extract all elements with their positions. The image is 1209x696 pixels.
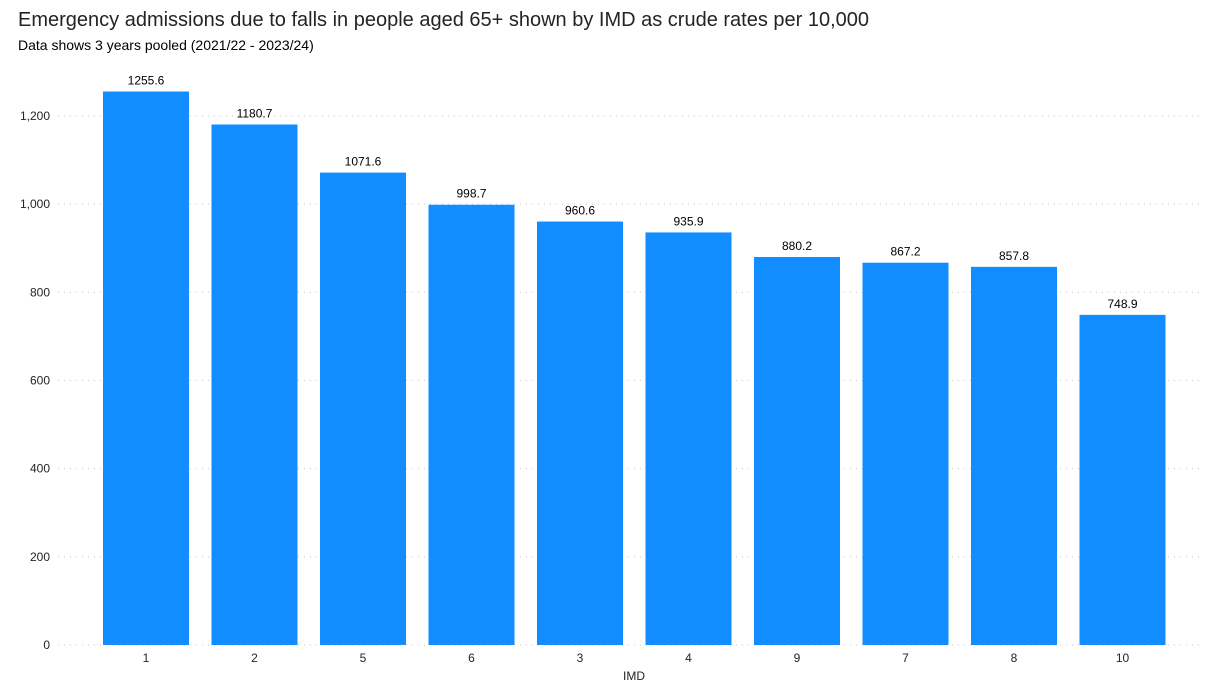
chart-title: Emergency admissions due to falls in peo… bbox=[18, 9, 870, 31]
bar bbox=[971, 266, 1057, 645]
chart-subtitle: Data shows 3 years pooled (2021/22 - 202… bbox=[18, 37, 314, 53]
x-tick-label: 6 bbox=[468, 651, 475, 665]
data-label: 1071.6 bbox=[345, 155, 382, 169]
y-tick-label: 0 bbox=[43, 638, 50, 652]
bar bbox=[537, 221, 623, 645]
data-label: 857.8 bbox=[999, 249, 1029, 263]
bar bbox=[320, 172, 406, 645]
y-tick-label: 1,200 bbox=[20, 109, 50, 123]
bar bbox=[862, 262, 949, 645]
bar bbox=[754, 256, 840, 645]
y-tick-label: 400 bbox=[30, 462, 50, 476]
x-tick-label: 8 bbox=[1011, 651, 1018, 665]
data-label: 998.7 bbox=[456, 187, 486, 201]
x-tick-label: 4 bbox=[685, 651, 692, 665]
y-tick-label: 800 bbox=[30, 285, 50, 299]
x-tick-label: 3 bbox=[577, 651, 584, 665]
x-tick-label: 1 bbox=[143, 651, 150, 665]
data-label: 1180.7 bbox=[237, 107, 273, 121]
x-tick-label: 2 bbox=[251, 651, 258, 665]
data-label: 880.2 bbox=[782, 239, 812, 253]
y-tick-label: 200 bbox=[30, 550, 50, 564]
x-tick-label: 7 bbox=[902, 651, 909, 665]
x-tick-label: 10 bbox=[1116, 651, 1130, 665]
bar bbox=[1079, 314, 1166, 645]
data-label: 935.9 bbox=[673, 214, 703, 228]
data-label: 960.6 bbox=[565, 204, 595, 218]
data-label: 867.2 bbox=[890, 245, 920, 259]
bar bbox=[211, 124, 298, 646]
y-tick-label: 1,000 bbox=[20, 197, 50, 211]
bar bbox=[645, 232, 732, 646]
x-tick-label: 5 bbox=[360, 651, 367, 665]
x-tick-label: 9 bbox=[794, 651, 801, 665]
y-tick-label: 600 bbox=[30, 374, 50, 388]
x-axis-title: IMD bbox=[623, 669, 645, 683]
data-label: 748.9 bbox=[1107, 297, 1137, 311]
bar bbox=[103, 91, 189, 645]
bar bbox=[428, 204, 515, 645]
data-label: 1255.6 bbox=[128, 73, 165, 87]
